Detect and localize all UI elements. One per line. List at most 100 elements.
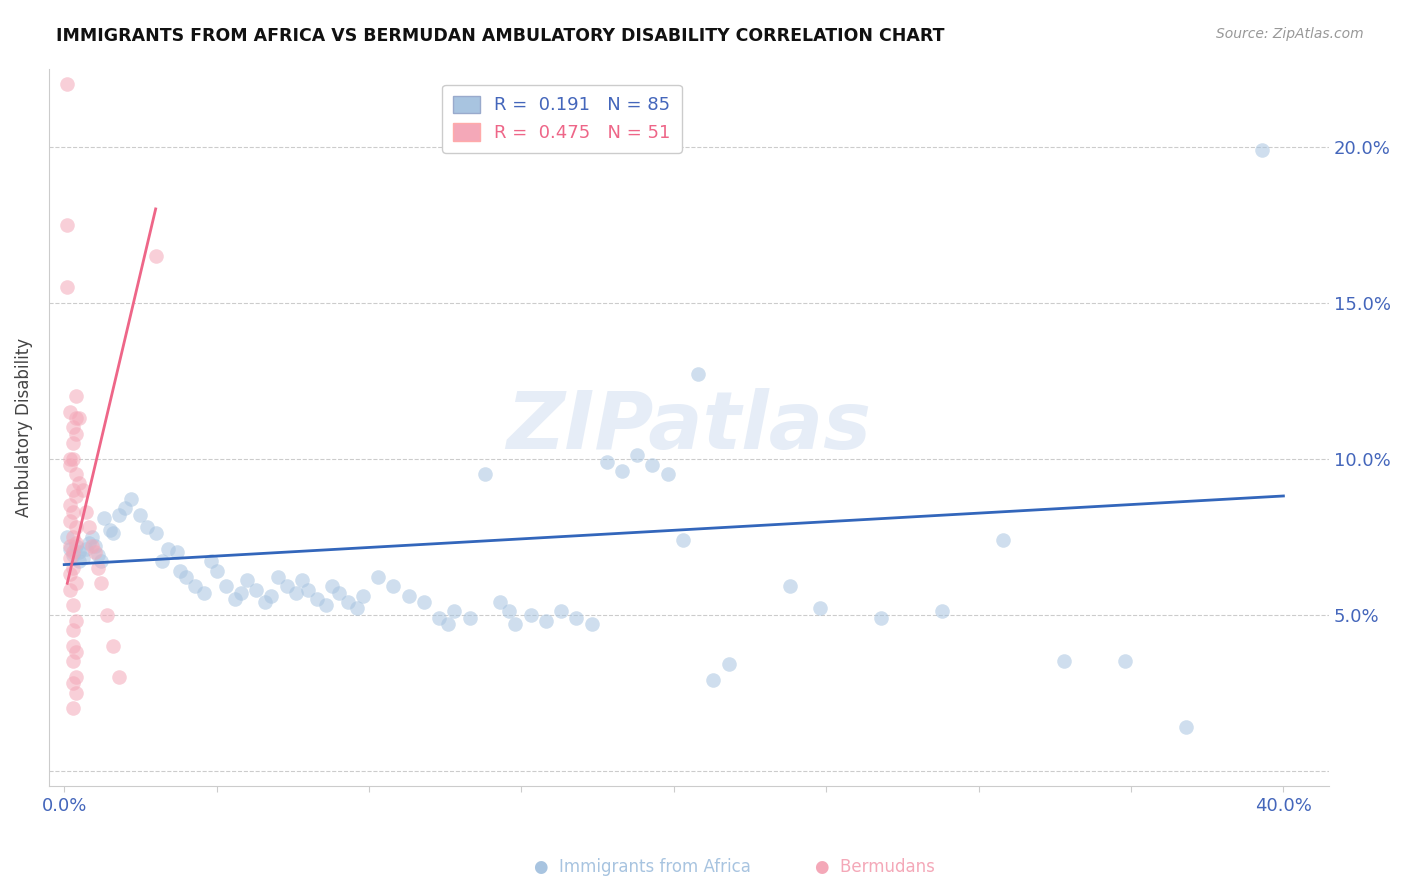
Point	[458, 610, 481, 624]
Text: ●  Immigrants from Africa: ● Immigrants from Africa	[534, 858, 751, 876]
Point	[65, 389, 87, 403]
Point	[72, 551, 94, 566]
Point	[870, 610, 893, 624]
Point	[90, 554, 112, 568]
Point	[443, 604, 465, 618]
Point	[610, 464, 633, 478]
Point	[62, 420, 84, 434]
Point	[62, 529, 84, 543]
Point	[90, 576, 112, 591]
Point	[59, 541, 82, 556]
Point	[321, 579, 343, 593]
Point	[205, 564, 228, 578]
Point	[65, 539, 87, 553]
Point	[266, 570, 288, 584]
Point	[120, 492, 142, 507]
Point	[75, 541, 97, 556]
Point	[229, 585, 252, 599]
Point	[62, 451, 84, 466]
Point	[489, 595, 512, 609]
Point	[581, 616, 603, 631]
Y-axis label: Ambulatory Disability: Ambulatory Disability	[15, 338, 32, 516]
Point	[65, 614, 87, 628]
Point	[336, 595, 359, 609]
Point	[174, 570, 197, 584]
Point	[565, 610, 588, 624]
Point	[328, 585, 350, 599]
Point	[1114, 654, 1136, 668]
Point	[59, 405, 82, 419]
Point	[276, 579, 298, 593]
Point	[108, 670, 131, 684]
Point	[65, 535, 87, 549]
Point	[129, 508, 152, 522]
Point	[166, 545, 188, 559]
Point	[62, 483, 84, 497]
Point	[224, 591, 246, 606]
Point	[114, 501, 136, 516]
Point	[62, 545, 84, 559]
Point	[83, 539, 105, 553]
Point	[519, 607, 541, 622]
Point	[427, 610, 450, 624]
Point	[75, 505, 97, 519]
Point	[65, 411, 87, 425]
Point	[80, 529, 103, 543]
Point	[59, 566, 82, 581]
Point	[260, 589, 283, 603]
Point	[65, 685, 87, 699]
Text: IMMIGRANTS FROM AFRICA VS BERMUDAN AMBULATORY DISABILITY CORRELATION CHART: IMMIGRANTS FROM AFRICA VS BERMUDAN AMBUL…	[56, 27, 945, 45]
Point	[284, 585, 307, 599]
Text: ●  Bermudans: ● Bermudans	[815, 858, 935, 876]
Point	[200, 554, 222, 568]
Point	[56, 280, 79, 294]
Point	[702, 673, 724, 687]
Point	[77, 535, 100, 549]
Point	[101, 526, 124, 541]
Point	[69, 554, 91, 568]
Point	[437, 616, 460, 631]
Point	[65, 576, 87, 591]
Point	[498, 604, 520, 618]
Point	[505, 616, 527, 631]
Point	[193, 585, 215, 599]
Point	[346, 601, 368, 615]
Point	[534, 614, 557, 628]
Point	[83, 545, 105, 559]
Point	[87, 548, 110, 562]
Point	[150, 554, 173, 568]
Point	[779, 579, 801, 593]
Point	[550, 604, 572, 618]
Point	[412, 595, 434, 609]
Point	[65, 426, 87, 441]
Point	[65, 670, 87, 684]
Point	[62, 598, 84, 612]
Point	[65, 467, 87, 482]
Point	[56, 529, 79, 543]
Point	[59, 551, 82, 566]
Point	[93, 511, 115, 525]
Point	[59, 539, 82, 553]
Point	[108, 508, 131, 522]
Point	[65, 489, 87, 503]
Point	[991, 533, 1014, 547]
Point	[59, 582, 82, 597]
Point	[184, 579, 207, 593]
Point	[245, 582, 267, 597]
Point	[657, 467, 679, 482]
Point	[135, 520, 157, 534]
Point	[80, 539, 103, 553]
Point	[297, 582, 319, 597]
Point	[65, 645, 87, 659]
Point	[672, 533, 695, 547]
Point	[62, 623, 84, 637]
Point	[62, 548, 84, 562]
Text: Source: ZipAtlas.com: Source: ZipAtlas.com	[1216, 27, 1364, 41]
Point	[62, 436, 84, 450]
Point	[474, 467, 496, 482]
Point	[145, 249, 167, 263]
Point	[156, 541, 179, 556]
Point	[62, 505, 84, 519]
Point	[398, 589, 420, 603]
Point	[931, 604, 953, 618]
